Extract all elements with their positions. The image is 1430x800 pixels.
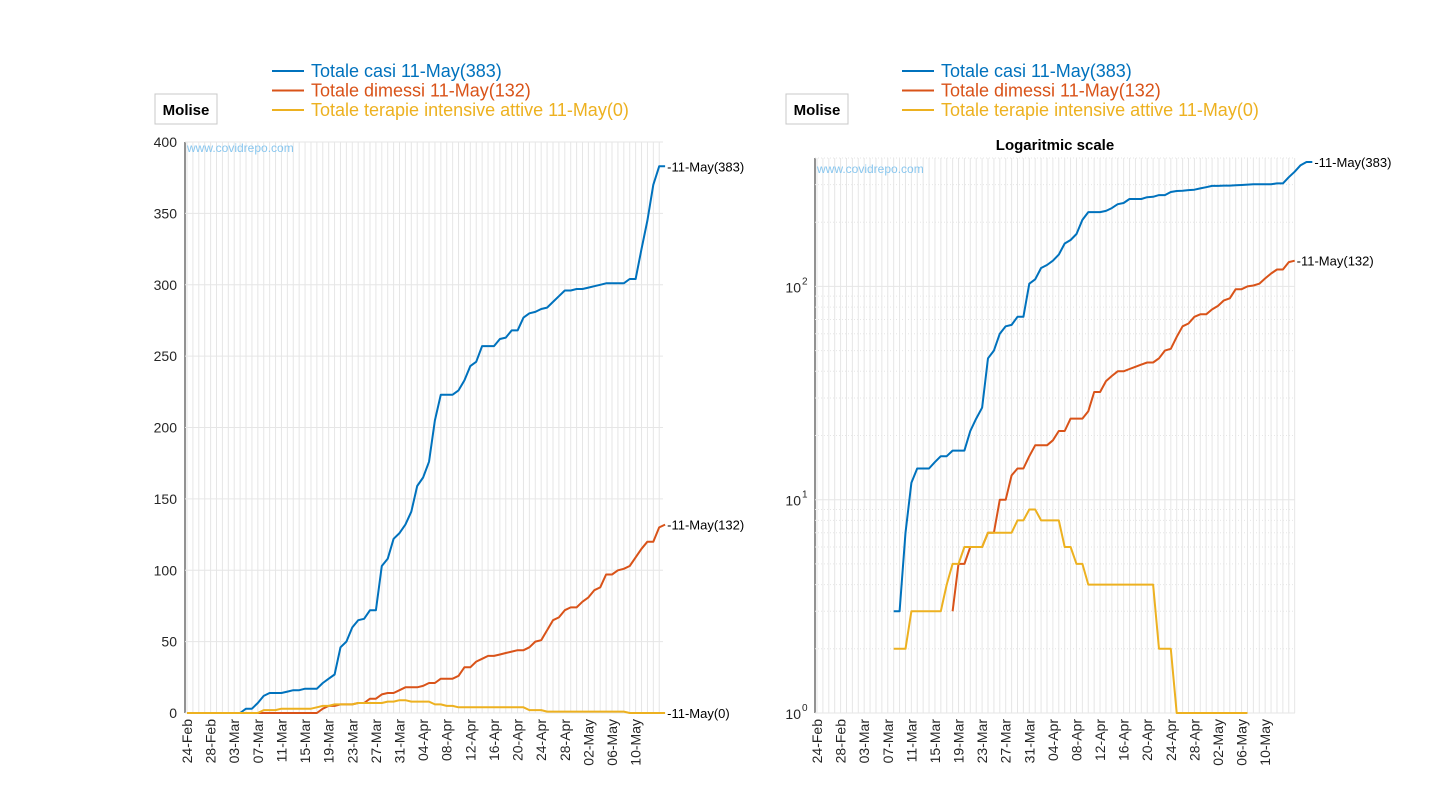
x-tick-label: 10-May — [628, 719, 644, 766]
x-tick-label: 24-Feb — [809, 719, 825, 764]
right-end-labels: -11-May(383) -11-May(132) — [1297, 155, 1392, 269]
left-end-labels: -11-May(383) -11-May(132) -11-May(0) — [667, 159, 744, 721]
y-tick-label: 400 — [154, 134, 178, 150]
x-tick-label: 06-May — [604, 719, 620, 766]
x-tick-label: 23-Mar — [344, 719, 360, 764]
right-grid — [814, 157, 1296, 714]
x-tick-label: 24-Apr — [533, 719, 549, 761]
series-line-1 — [187, 165, 666, 714]
y-tick-label: 100 — [154, 562, 178, 578]
x-tick-label: 03-Mar — [856, 719, 872, 764]
x-tick-label: 10-May — [1257, 719, 1273, 766]
end-label: -11-May(383) — [667, 159, 744, 174]
x-tick-label: 28-Feb — [203, 719, 219, 764]
left-watermark: www.covidrepo.com — [186, 141, 294, 155]
y-tick-label: 150 — [154, 491, 178, 507]
legend-entry: Totale dimessi 11-May(132) — [941, 81, 1161, 101]
end-label: -11-May(383) — [1314, 155, 1391, 170]
x-tick-label: 12-Apr — [1092, 719, 1108, 761]
right-watermark: www.covidrepo.com — [816, 162, 924, 176]
x-tick-label: 31-Mar — [392, 719, 408, 764]
y-tick-exponent: 0 — [802, 703, 808, 714]
x-tick-label: 16-Apr — [1116, 719, 1132, 761]
x-tick-label: 24-Apr — [1163, 719, 1179, 761]
x-tick-label: 11-Mar — [903, 719, 919, 763]
x-tick-label: 07-Mar — [880, 719, 896, 764]
legend-entry: Totale casi 11-May(383) — [311, 61, 502, 81]
x-tick-label: 27-Mar — [998, 719, 1014, 764]
x-tick-label: 27-Mar — [368, 719, 384, 764]
legend-entry: Totale terapie intensive attive 11-May(0… — [311, 100, 629, 120]
right-region-label: Molise — [794, 102, 841, 119]
x-tick-label: 16-Apr — [486, 719, 502, 761]
y-tick-label: 0 — [169, 705, 177, 721]
legend-entry: Totale dimessi 11-May(132) — [311, 81, 531, 101]
x-tick-label: 07-Mar — [250, 719, 266, 764]
y-tick-label: 350 — [154, 205, 178, 221]
left-legend: Totale casi 11-May(383)Totale dimessi 11… — [272, 61, 629, 120]
y-tick-label: 200 — [154, 420, 178, 436]
y-tick-exponent: 2 — [802, 276, 808, 287]
left-chart-panel: 0 50 100 150 200 250 300 350 400 24-Feb 28-Feb 03-… — [154, 61, 745, 766]
x-tick-label: 04-Apr — [415, 719, 431, 761]
y-tick-exponent: 1 — [802, 490, 808, 501]
left-x-tick-labels: 24-Feb 28-Feb 03-Mar 07-Mar 11-Mar 15-Mar 19-M… — [179, 719, 644, 766]
y-tick-label: 10 — [785, 279, 801, 295]
x-tick-label: 03-Mar — [226, 719, 242, 764]
end-label: -11-May(0) — [667, 706, 730, 721]
left-region-label: Molise — [163, 102, 210, 119]
x-tick-label: 28-Feb — [833, 719, 849, 764]
x-tick-label: 02-May — [1210, 719, 1226, 766]
series-line-1 — [893, 161, 1313, 613]
right-chart-title: Logaritmic scale — [996, 137, 1114, 154]
series-line-2 — [187, 523, 666, 714]
x-tick-label: 06-May — [1234, 719, 1250, 766]
left-region-box — [154, 93, 218, 125]
x-tick-label: 02-May — [580, 719, 596, 766]
x-tick-label: 11-Mar — [273, 719, 289, 763]
right-region-box — [785, 93, 849, 125]
y-tick-label: 10 — [785, 706, 801, 722]
y-tick-label: 50 — [161, 634, 177, 650]
left-series-lines — [187, 165, 666, 714]
x-tick-label: 08-Apr — [439, 719, 455, 761]
y-tick-label: 300 — [154, 277, 178, 293]
x-tick-label: 28-Apr — [557, 719, 573, 761]
x-tick-label: 04-Apr — [1045, 719, 1061, 761]
series-line-3 — [893, 508, 1248, 714]
left-grid — [184, 141, 663, 714]
legend-entry: Totale casi 11-May(383) — [941, 61, 1132, 81]
y-tick-label: 10 — [785, 493, 801, 509]
legend-entry: Totale terapie intensive attive 11-May(0… — [941, 100, 1259, 120]
x-tick-label: 31-Mar — [1021, 719, 1037, 764]
x-tick-label: 24-Feb — [179, 719, 195, 764]
x-tick-label: 20-Apr — [1139, 719, 1155, 761]
x-tick-label: 20-Apr — [510, 719, 526, 761]
end-label: -11-May(132) — [667, 518, 744, 533]
x-tick-label: 15-Mar — [297, 719, 313, 764]
x-tick-label: 28-Apr — [1186, 719, 1202, 761]
x-tick-label: 19-Mar — [951, 719, 967, 764]
x-tick-label: 08-Apr — [1068, 719, 1084, 761]
right-x-tick-labels: 24-Feb 28-Feb 03-Mar 07-Mar 11-Mar 15-Mar 19-M… — [809, 719, 1273, 766]
series-line-3 — [187, 699, 666, 714]
right-series-lines — [893, 161, 1313, 714]
left-y-tick-labels: 0 50 100 150 200 250 300 350 400 — [154, 134, 178, 721]
end-label: -11-May(132) — [1297, 254, 1374, 269]
x-tick-label: 12-Apr — [462, 719, 478, 761]
y-tick-label: 250 — [154, 348, 178, 364]
x-tick-label: 15-Mar — [927, 719, 943, 764]
series-line-2 — [951, 259, 1295, 612]
right-legend: Totale casi 11-May(383)Totale dimessi 11… — [902, 61, 1259, 120]
x-tick-label: 19-Mar — [321, 719, 337, 764]
x-tick-label: 23-Mar — [974, 719, 990, 764]
